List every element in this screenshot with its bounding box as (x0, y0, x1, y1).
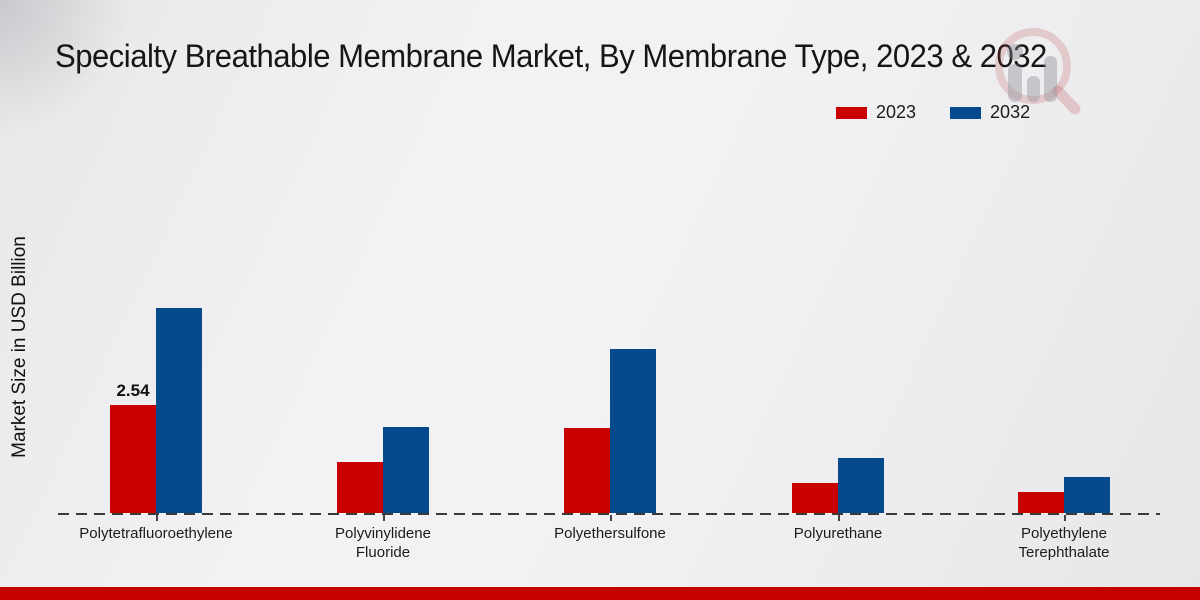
x-category-label: Polyurethane (793, 525, 883, 542)
bar-2032-polytetrafluoroethylene (156, 308, 202, 513)
legend-label-2032: 2032 (990, 102, 1031, 122)
x-category-label: Polyethylene Terephthalate (1018, 525, 1110, 561)
x-category-label: Polyvinylidene Fluoride (335, 525, 431, 561)
x-axis-tick (156, 515, 158, 521)
bar-2032-polyurethane (838, 458, 884, 513)
bar-2023-polyethylene-terephthalate (1018, 492, 1064, 513)
y-axis-label: Market Size in USD Billion (9, 236, 30, 458)
legend-label-2023: 2023 (876, 102, 917, 122)
bar-2032-polyethylene-terephthalate (1064, 477, 1110, 513)
x-axis-tick (383, 515, 385, 521)
bar-2032-polyvinylidene-fluoride (383, 427, 429, 513)
legend-swatch-2023-icon (836, 106, 867, 119)
bar-2023-polyvinylidene-fluoride (337, 462, 383, 513)
legend: 2023 2032 (836, 102, 1030, 123)
legend-item-2023: 2023 (836, 102, 916, 123)
x-axis-tick (610, 515, 612, 521)
chart-title: Specialty Breathable Membrane Market, By… (55, 38, 1047, 74)
bottom-brand-bar (0, 587, 1200, 600)
legend-item-2032: 2032 (950, 102, 1030, 123)
bar-2032-polyethersulfone (610, 349, 656, 513)
x-axis-baseline (58, 513, 1160, 515)
x-category-label: Polyethersulfone (554, 525, 666, 542)
bar-2023-polytetrafluoroethylene (110, 405, 156, 513)
x-category-label: Polytetrafluoroethylene (79, 525, 233, 542)
x-axis-tick (1064, 515, 1066, 521)
x-axis-tick (838, 515, 840, 521)
bar-value-label: 2.54 (116, 381, 150, 400)
bar-2023-polyethersulfone (564, 428, 610, 513)
bar-2023-polyurethane (792, 483, 838, 513)
legend-swatch-2032-icon (950, 106, 982, 119)
